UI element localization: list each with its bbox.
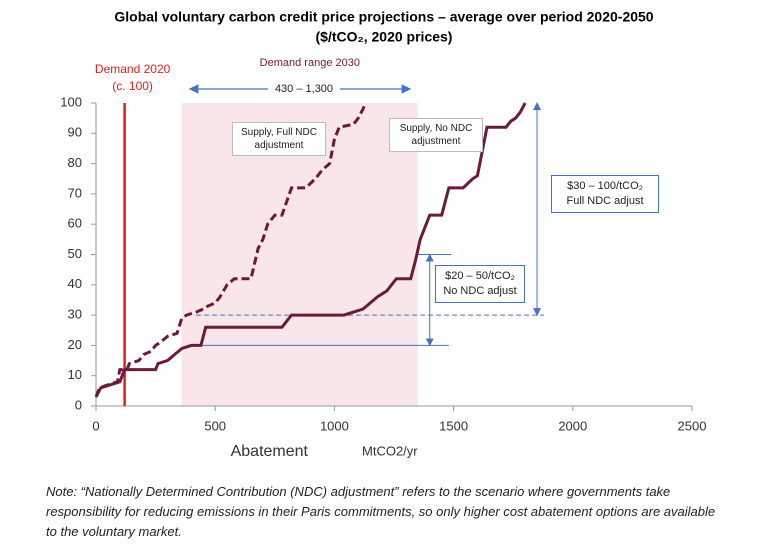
chart-subtitle: ($/tCO₂, 2020 prices) <box>316 29 453 45</box>
y-tick-label: 0 <box>75 397 82 412</box>
price-range-text: $30 – 100/tCO₂ <box>567 180 643 192</box>
note: Note: “Nationally Determined Contributio… <box>46 484 716 539</box>
x-tick-label: 2000 <box>558 418 587 433</box>
y-tick-label: 10 <box>68 367 82 382</box>
y-tick-label: 100 <box>60 94 82 109</box>
y-tick-label: 60 <box>68 216 82 231</box>
y-tick-label: 30 <box>68 307 82 322</box>
price-range-text: Full NDC adjust <box>566 195 644 207</box>
x-axis-unit: MtCO2/yr <box>362 443 418 458</box>
supply-curve <box>94 102 527 398</box>
x-tick-label: 500 <box>204 418 226 433</box>
x-tick-label: 1000 <box>320 418 349 433</box>
y-tick-label: 90 <box>68 125 82 140</box>
price-range-text: No NDC adjust <box>443 285 517 297</box>
range-label-bg <box>268 80 340 98</box>
y-tick-label: 20 <box>68 337 82 352</box>
x-tick-label: 0 <box>92 418 99 433</box>
demand-2020-label: Demand 2020 <box>95 62 171 76</box>
price-range-text: $20 – 50/tCO₂ <box>445 270 515 282</box>
demand-range-value: 430 – 1,300 <box>275 83 333 95</box>
chart-title: Global voluntary carbon credit price pro… <box>114 9 653 25</box>
demand-range-label: Demand range 2030 <box>260 57 360 69</box>
series-label-box: Supply, Full NDC adjustment <box>232 122 326 156</box>
y-tick-label: 50 <box>68 246 82 261</box>
x-tick-label: 1500 <box>439 418 468 433</box>
price-range-label: $20 – 50/tCO₂ No NDC adjust <box>435 265 525 303</box>
y-tick-label: 80 <box>68 155 82 170</box>
series-label-box: Supply, No NDC adjustment <box>389 118 483 152</box>
y-tick-label: 40 <box>68 276 82 291</box>
supply-curve <box>94 102 367 398</box>
y-tick-label: 70 <box>68 185 82 200</box>
x-tick-label: 2500 <box>678 418 707 433</box>
x-axis-label: Abatement <box>231 443 309 460</box>
price-range-label: $30 – 100/tCO₂ Full NDC adjust <box>551 175 659 213</box>
demand-2020-label: (c. 100) <box>112 79 153 93</box>
